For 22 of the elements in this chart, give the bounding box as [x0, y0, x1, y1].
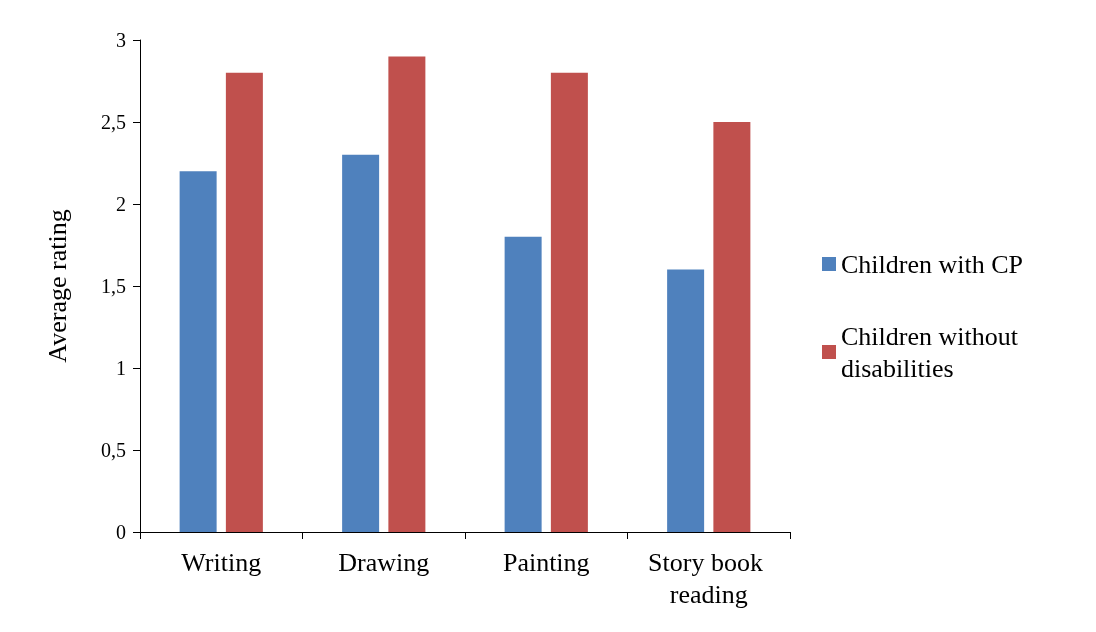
legend-label: Children without disabilities: [841, 321, 1025, 383]
y-tick-label: 0: [116, 521, 126, 543]
y-tick-label: 1: [116, 357, 126, 379]
x-tick-label: Painting: [502, 547, 590, 577]
y-tick-label: 2,5: [101, 111, 126, 133]
bar: [342, 154, 380, 532]
bar: [179, 171, 217, 532]
bar: [667, 269, 705, 532]
y-tick-label: 1,5: [101, 275, 126, 297]
bar: [225, 72, 263, 532]
y-tick-label: 0,5: [101, 439, 126, 461]
bar: [388, 56, 426, 532]
x-tick-label: Drawing: [338, 547, 430, 577]
bar: [550, 72, 588, 532]
legend-label: Children with CP: [841, 249, 1024, 279]
x-tick-label: Writing: [181, 547, 262, 577]
y-tick-label: 2: [116, 193, 126, 215]
bar: [713, 122, 751, 532]
y-axis-title: Average rating: [42, 209, 72, 363]
x-tick-label: Story book reading: [648, 547, 770, 609]
bar: [504, 236, 542, 532]
y-tick-label: 3: [116, 29, 126, 51]
